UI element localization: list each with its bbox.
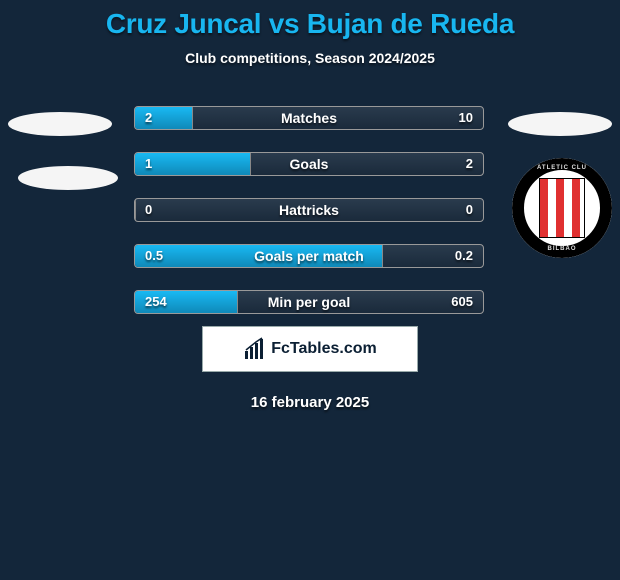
stat-label: Goals — [135, 153, 483, 175]
stat-row: 12Goals — [134, 152, 484, 176]
date-line: 16 february 2025 — [0, 394, 620, 411]
right-logo-placeholder — [508, 112, 612, 136]
stat-label: Goals per match — [135, 245, 483, 267]
badge-bottom-text: BILBAO — [512, 246, 612, 252]
stat-label: Hattricks — [135, 199, 483, 221]
subtitle: Club competitions, Season 2024/2025 — [0, 50, 620, 66]
stat-row: 210Matches — [134, 106, 484, 130]
left-logo-placeholder-1 — [8, 112, 112, 136]
stat-row: 0.50.2Goals per match — [134, 244, 484, 268]
badge-top-text: ATLETIC CLU — [512, 165, 612, 171]
branding-text: FcTables.com — [271, 340, 377, 358]
chart-icon — [243, 337, 267, 361]
stat-label: Matches — [135, 107, 483, 129]
right-club-badge: ATLETIC CLU BILBAO — [512, 158, 612, 258]
stat-row: 254605Min per goal — [134, 290, 484, 314]
stat-label: Min per goal — [135, 291, 483, 313]
stat-row: 00Hattricks — [134, 198, 484, 222]
comparison-chart: ATLETIC CLU BILBAO 210Matches 12Goals 00Ha… — [0, 106, 620, 316]
left-logo-placeholder-2 — [18, 166, 118, 190]
page-title: Cruz Juncal vs Bujan de Rueda — [0, 8, 620, 40]
